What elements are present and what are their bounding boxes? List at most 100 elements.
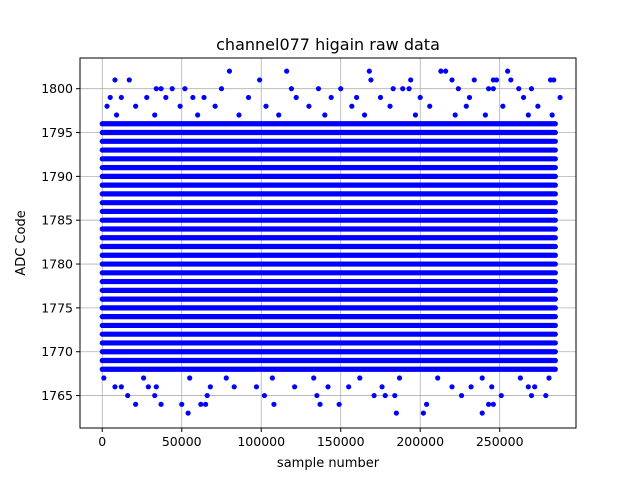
data-point — [400, 86, 406, 92]
y-tick-label: 1780 — [41, 257, 73, 272]
data-point — [314, 392, 320, 399]
data-point — [546, 375, 552, 381]
data-point — [107, 94, 113, 101]
data-point — [185, 410, 191, 416]
data-point — [449, 77, 455, 83]
data-point — [288, 86, 295, 92]
data-point — [354, 94, 360, 101]
data-point — [377, 94, 384, 101]
data-point — [169, 86, 175, 92]
data-point — [535, 103, 541, 109]
data-point — [528, 86, 535, 92]
data-point — [368, 77, 374, 83]
data-point — [133, 103, 139, 109]
x-axis-label: sample number — [277, 456, 380, 471]
data-point — [158, 401, 164, 407]
data-point — [190, 94, 196, 101]
data-point — [182, 86, 188, 92]
data-point — [498, 392, 504, 399]
data-point — [284, 68, 290, 74]
x-axis-ticks: 0 50000 100000 150000 200000 250000 — [98, 428, 524, 449]
data-point — [198, 401, 204, 407]
data-point — [443, 68, 449, 74]
plot-frame — [79, 57, 577, 429]
data-point — [551, 77, 557, 83]
x-tick-label: 250000 — [476, 434, 524, 449]
data-point — [140, 375, 147, 381]
data-point — [118, 94, 124, 101]
data-point — [543, 392, 549, 399]
data-point — [261, 392, 268, 399]
data-point — [489, 384, 495, 390]
data-point — [357, 375, 363, 381]
data-point — [408, 77, 414, 83]
data-point — [292, 384, 298, 390]
data-point — [371, 392, 377, 399]
data-point — [201, 94, 207, 101]
data-point — [500, 103, 506, 109]
data-point — [113, 112, 120, 118]
x-tick-label: 50000 — [162, 434, 202, 449]
data-point — [452, 112, 458, 118]
data-point — [104, 103, 110, 109]
data-point — [482, 112, 488, 118]
data-point — [393, 410, 399, 416]
data-point — [202, 401, 209, 407]
data-point — [212, 103, 218, 109]
data-point — [490, 401, 496, 407]
data-point — [153, 86, 159, 92]
y-tick-label: 1800 — [41, 81, 73, 96]
data-point — [322, 112, 328, 118]
data-point — [152, 392, 158, 399]
data-point — [517, 375, 523, 381]
data-point — [390, 86, 396, 92]
data-point — [177, 103, 183, 109]
y-tick-label: 1795 — [41, 125, 73, 140]
data-point — [346, 384, 352, 390]
data-point — [505, 68, 511, 74]
y-axis-ticks: 1765 1770 1775 1780 1785 1790 1795 1800 — [41, 81, 80, 403]
x-tick-label: 100000 — [237, 434, 285, 449]
data-point — [317, 401, 323, 407]
data-point — [257, 77, 263, 83]
data-point — [449, 384, 455, 390]
y-tick-label: 1765 — [41, 388, 73, 403]
data-point — [532, 384, 538, 390]
data-point — [412, 112, 419, 118]
data-point — [263, 103, 269, 109]
data-point — [125, 392, 131, 399]
data-point — [520, 94, 527, 101]
data-point — [336, 401, 342, 407]
y-tick-label: 1770 — [41, 344, 73, 359]
data-point — [231, 384, 237, 390]
data-point — [145, 384, 151, 390]
data-point — [153, 384, 159, 390]
data-point — [396, 375, 403, 381]
data-point — [485, 401, 492, 407]
data-point — [338, 86, 344, 92]
data-point — [152, 112, 158, 118]
x-tick-label: 200000 — [396, 434, 444, 449]
data-point — [218, 86, 225, 92]
data-point — [549, 112, 555, 118]
data-point — [361, 112, 368, 118]
data-point — [195, 112, 201, 118]
data-point — [479, 410, 485, 416]
data-point — [557, 94, 563, 101]
data-point — [463, 103, 469, 109]
data-point — [438, 68, 444, 74]
data-point — [468, 384, 474, 390]
x-tick-label: 150000 — [317, 434, 365, 449]
data-point — [458, 392, 465, 399]
data-point — [387, 103, 393, 109]
data-point — [271, 401, 277, 407]
data-point — [126, 77, 132, 83]
data-point — [118, 384, 124, 390]
data-point — [379, 384, 385, 390]
data-point — [158, 86, 164, 92]
data-point — [427, 103, 433, 109]
data-point — [269, 375, 275, 381]
data-point — [112, 384, 118, 390]
data-point — [349, 103, 355, 109]
